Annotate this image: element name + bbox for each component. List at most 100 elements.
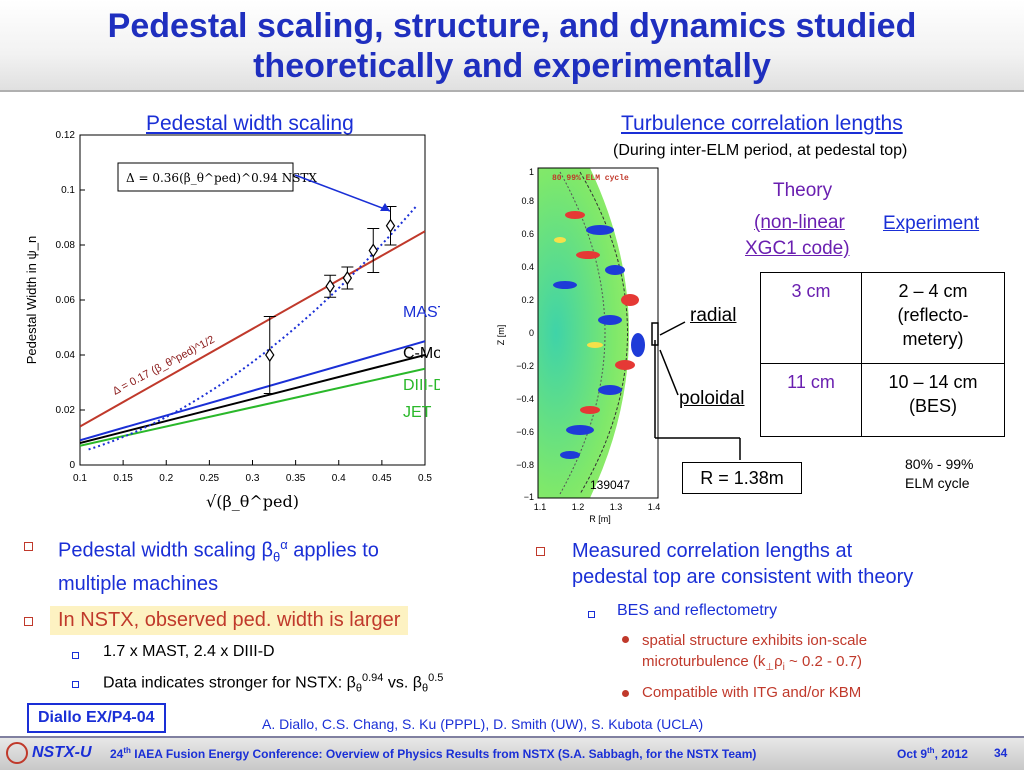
bullet-measured-line1: Measured correlation lengths at (572, 540, 853, 562)
spatial-rho: ρ (774, 653, 783, 670)
legend-label-diii-d: DIII-D (403, 377, 440, 394)
spatial-k: microturbulence (k (642, 653, 766, 670)
bullet-scaling-tail: applies to (287, 539, 379, 562)
table-row-poloidal: 11 cm 10 – 14 cm (BES) (760, 363, 1005, 437)
contour-caption: 80 99% ELM cycle (552, 174, 629, 183)
x-axis-label: √(β_θ^ped) (206, 492, 299, 511)
correlation-length-table: 3 cm 2 – 4 cm (reflecto- metery) 11 cm 1… (760, 272, 1005, 437)
radius-box: R = 1.38m (682, 462, 802, 494)
ytick-0.2: 0.2 (521, 295, 534, 305)
elm-note: 80% - 99% ELM cycle (905, 455, 973, 493)
experiment-label: Experiment (883, 213, 980, 234)
x-tick-label: 0.3 (246, 473, 260, 484)
stronger-vs: vs. β (383, 674, 422, 692)
dot-bullet-1 (622, 636, 629, 643)
x-tick-label: 0.1 (73, 473, 87, 484)
y-tick-label: 0.1 (61, 185, 75, 196)
alpha-sup: α (280, 537, 288, 552)
contour-ylabel: Z [m] (496, 325, 506, 346)
connector-lines (654, 321, 741, 460)
radial-exp-line1: 2 – 4 cm (898, 281, 968, 301)
theory-sub-2: XGC1 code) (745, 238, 850, 259)
bullet-scaling-line2: multiple machines (58, 572, 219, 595)
turbulence-eddies (553, 211, 645, 459)
conference-line: 24th IAEA Fusion Energy Conference: Over… (110, 746, 756, 761)
turbulence-subheading: (During inter-ELM period, at pedestal to… (613, 142, 908, 159)
y-tick-label: 0 (69, 460, 75, 471)
authors-line: A. Diallo, C.S. Chang, S. Ku (PPPL), D. … (262, 716, 704, 732)
radial-exp-line2: (reflecto- (897, 305, 969, 325)
y-tick-label: 0.02 (56, 405, 76, 416)
theory-label: Theory (773, 180, 833, 201)
ytick-m0.6: −0.6 (516, 427, 534, 437)
ytick-m0.2: −0.2 (516, 361, 534, 371)
y-tick-label: 0.06 (56, 295, 76, 306)
stronger-exp2: 0.5 (428, 672, 444, 684)
stronger-text: Data indicates stronger for NSTX: β (103, 674, 356, 692)
x-tick-label: 0.15 (113, 473, 133, 484)
sub-bullet-bes: BES and reflectometry (617, 602, 778, 619)
date-ordinal: th (927, 746, 935, 755)
stronger-exp1: 0.94 (361, 672, 384, 684)
stronger-theta1: θ (355, 682, 362, 695)
ytick-1: 1 (529, 167, 534, 177)
formula-arrowhead (380, 203, 390, 211)
footer-date: Oct 9th, 2012 (897, 746, 968, 761)
x-tick-label: 0.45 (372, 473, 392, 484)
sub-bullet-marker-3 (588, 611, 595, 618)
cell-radial-theory: 3 cm (760, 272, 862, 364)
ytick-m1: −1 (524, 492, 534, 502)
ytick-m0.8: −0.8 (516, 460, 534, 470)
data-point (265, 347, 275, 363)
spatial-i: i (782, 662, 785, 673)
spatial-range: ~ 0.2 - 0.7) (784, 653, 863, 670)
bullet-scaling-text: Pedestal width scaling β (58, 539, 273, 562)
legend-label-mast: MAST (403, 304, 440, 321)
slide-title: Pedestal scaling, structure, and dynamic… (0, 0, 1024, 92)
bullet-marker-3 (536, 547, 545, 556)
data-point (368, 243, 378, 258)
shot-number: 139047 (590, 478, 630, 492)
table-row-radial: 3 cm 2 – 4 cm (reflecto- metery) (760, 272, 1005, 364)
radial-exp-line3: metery) (902, 329, 964, 349)
cell-poloidal-experiment: 10 – 14 cm (BES) (861, 363, 1005, 437)
legend-label-c-mod: C-Mod (403, 345, 440, 362)
fit-line-mast (80, 340, 425, 442)
stronger-theta2: θ (421, 682, 429, 695)
date-day: Oct 9 (897, 747, 928, 761)
contour-y-ticks: 1 0.8 0.6 0.4 0.2 0 −0.2 −0.4 −0.6 −0.8 … (516, 167, 534, 502)
x-tick-label: 0.4 (332, 473, 346, 484)
legend-label-jet: JET (403, 404, 432, 421)
conf-text: IAEA Fusion Energy Conference: Overview … (130, 747, 757, 761)
xtick-1.3: 1.3 (610, 502, 623, 512)
conf-number: 24 (110, 747, 124, 761)
radial-label: radial (690, 305, 737, 326)
bullet-measured: Measured correlation lengths at pedestal… (572, 538, 913, 590)
nstx-logo-text: NSTX-U (32, 744, 92, 761)
x-tick-label: 0.35 (286, 473, 306, 484)
red-line-annotation: Δ = 0.17 (β_θ^ped)^1/2 (111, 334, 217, 398)
xtick-1.1: 1.1 (534, 502, 547, 512)
y-tick-label: 0.12 (56, 130, 76, 141)
theta-sub: θ (272, 549, 281, 565)
fit-line-diii-d (80, 367, 425, 447)
flux-surface-curve (559, 171, 606, 495)
spatial-perp: ⊥ (765, 662, 775, 673)
data-point (342, 270, 353, 286)
sub-bullet-stronger: Data indicates stronger for NSTX: βθ0.94… (103, 672, 443, 695)
ytick-0.6: 0.6 (521, 229, 534, 239)
poloidal-label: poloidal (679, 388, 745, 409)
sub-sub-bullet-spatial: spatial structure exhibits ion-scale mic… (642, 630, 867, 678)
slide-footer: NSTX-U 24th IAEA Fusion Energy Conferenc… (0, 736, 1024, 770)
bullet-scaling: Pedestal width scaling βθα applies to mu… (58, 532, 379, 597)
sub-bullet-ratio: 1.7 x MAST, 2.4 x DIII-D (103, 643, 275, 660)
turbulence-contour-plot: 1 0.8 0.6 0.4 0.2 0 −0.2 −0.4 −0.6 −0.8 … (496, 167, 660, 524)
poloidal-exp-line2: (BES) (908, 396, 957, 416)
fit-line-nstx-fit (80, 230, 425, 428)
ytick-m0.4: −0.4 (516, 394, 534, 404)
formula-box (117, 162, 294, 192)
bullet-measured-line2: pedestal top are consistent with theory (572, 566, 914, 588)
poloidal-exp-line1: 10 – 14 cm (888, 372, 978, 392)
ytick-0.8: 0.8 (521, 196, 534, 206)
title-line-2: theoretically and experimentally (253, 47, 771, 85)
